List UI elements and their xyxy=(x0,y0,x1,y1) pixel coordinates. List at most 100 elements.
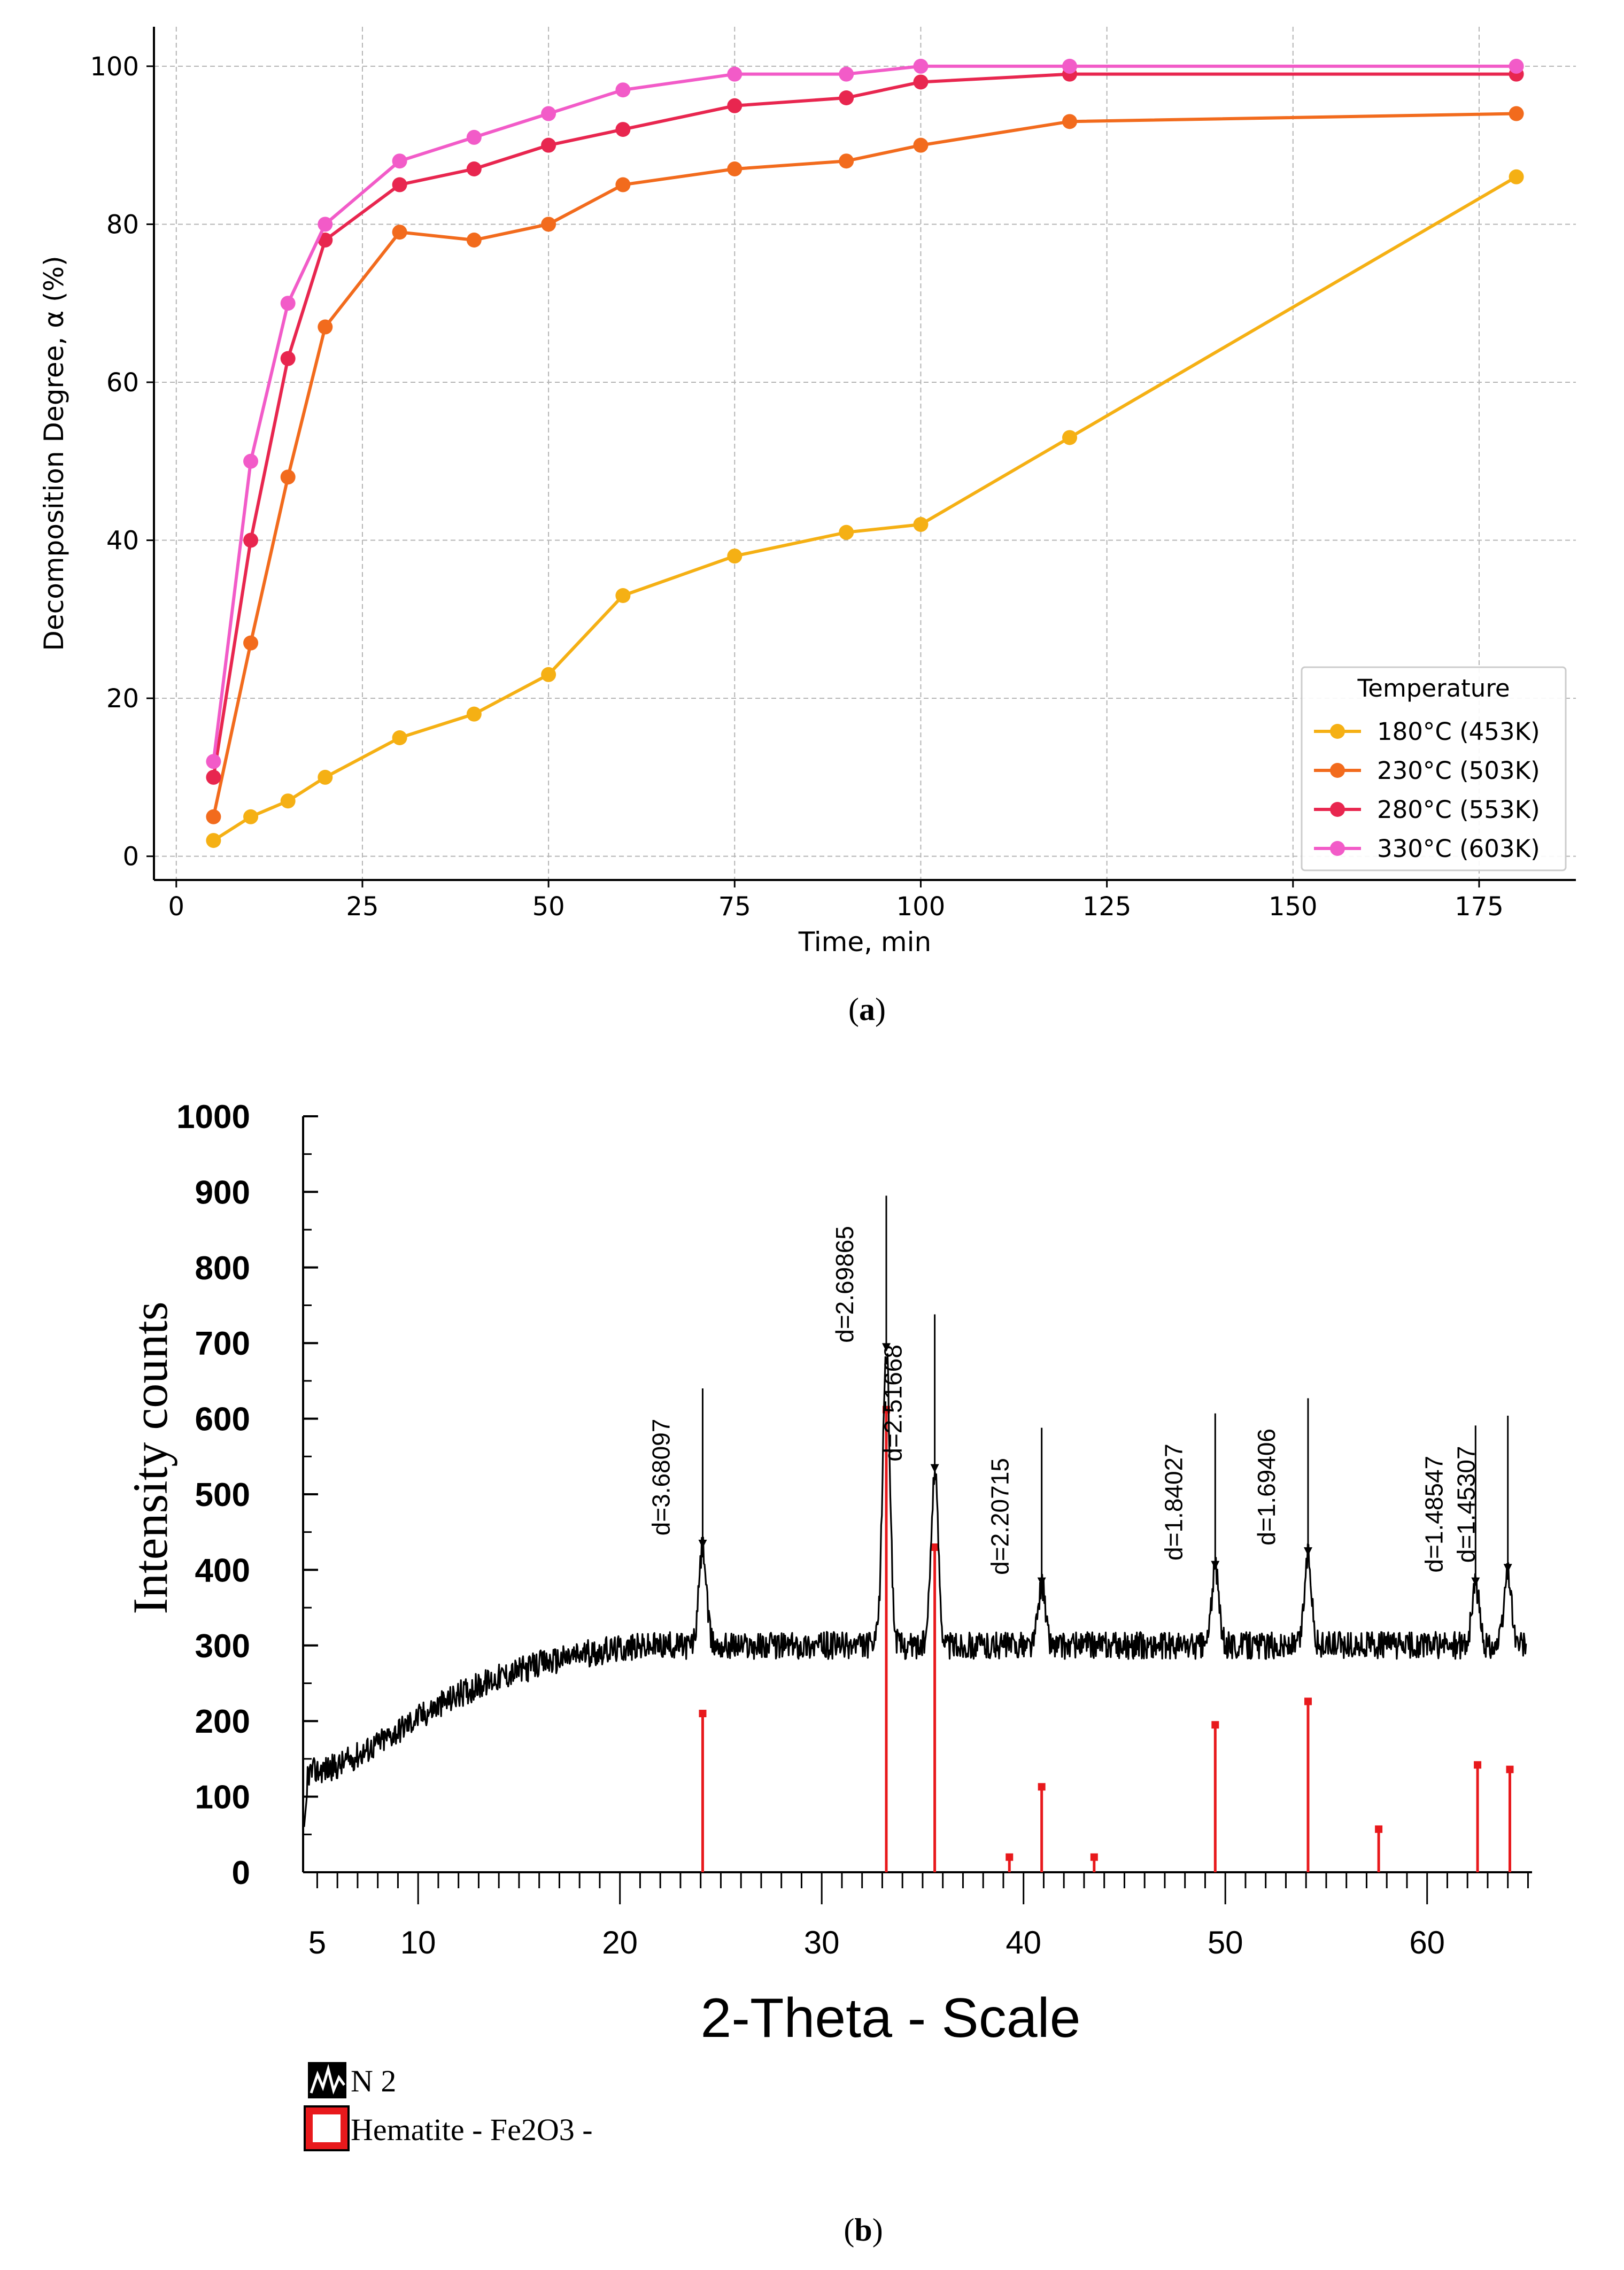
data-point xyxy=(913,58,929,74)
data-point xyxy=(280,351,296,366)
data-point xyxy=(392,177,407,192)
data-point xyxy=(206,833,221,848)
reference-marker xyxy=(1006,1853,1014,1861)
data-point xyxy=(466,233,482,248)
series-2 xyxy=(206,66,1524,785)
a-ytick-label: 60 xyxy=(106,368,139,398)
reference-marker xyxy=(1038,1783,1046,1791)
legend-entry-pattern: N 2 xyxy=(308,2062,396,2098)
a-ytick-label: 80 xyxy=(106,210,139,240)
legend-label: 330°C (603K) xyxy=(1377,835,1540,863)
peak-label: d=1.45307 xyxy=(1452,1446,1480,1563)
b-xtick-label: 20 xyxy=(602,1925,638,1960)
peak-annotation: d=1.45307 xyxy=(1452,1415,1512,1573)
b-xtick-label: 10 xyxy=(400,1925,436,1960)
reference-marker xyxy=(1211,1721,1219,1729)
reference-marker xyxy=(1304,1697,1312,1705)
chart-b-peak-annotations: d=3.68097 d=2.69865 d=2.51668 d=2.20715 d=1.… xyxy=(647,1195,1512,1586)
reference-marker xyxy=(699,1710,707,1718)
data-point xyxy=(318,769,333,785)
data-point xyxy=(1062,58,1077,74)
data-point xyxy=(280,296,296,311)
reference-swatch-icon xyxy=(305,2107,348,2150)
data-point xyxy=(541,667,556,682)
data-point xyxy=(615,82,631,98)
b-xtick-label: 50 xyxy=(1208,1925,1243,1960)
data-point xyxy=(615,588,631,603)
data-point xyxy=(466,706,482,722)
chart-a-series xyxy=(206,58,1524,848)
reference-marker xyxy=(931,1543,939,1551)
a-ytick-label: 40 xyxy=(106,526,139,556)
legend-label: 230°C (503K) xyxy=(1377,756,1540,785)
reference-marker xyxy=(1090,1853,1098,1861)
reference-marker xyxy=(1375,1825,1383,1833)
data-point xyxy=(913,517,929,532)
peak-annotation: d=1.48547 xyxy=(1420,1425,1480,1586)
peak-marker xyxy=(1211,1561,1220,1570)
b-ytick-label: 500 xyxy=(195,1477,250,1514)
legend-entry-reference: Hematite - Fe2O3 - xyxy=(304,2105,593,2151)
a-xtick-label: 50 xyxy=(532,892,565,922)
chart-b-pattern-trace xyxy=(303,1353,1527,1827)
panel-b-label: (b) xyxy=(844,2212,883,2248)
b-xtick-label: 5 xyxy=(308,1925,326,1960)
chart-b-ylabel: Intensity counts xyxy=(123,1301,177,1614)
reference-marker xyxy=(1506,1765,1514,1773)
data-point xyxy=(318,233,333,248)
peak-annotation: d=1.84027 xyxy=(1159,1413,1220,1570)
data-point xyxy=(1509,169,1524,184)
legend-box xyxy=(1301,666,1567,871)
peak-marker xyxy=(698,1539,707,1548)
data-point xyxy=(541,106,556,121)
panel-a-label: (a) xyxy=(848,992,886,1027)
data-point xyxy=(243,532,259,548)
b-ytick-label: 0 xyxy=(232,1855,250,1891)
data-point xyxy=(243,809,259,824)
legend-pattern-label: N 2 xyxy=(351,2064,396,2098)
data-point xyxy=(318,319,333,335)
b-ytick-label: 100 xyxy=(195,1779,250,1816)
data-point xyxy=(1509,106,1524,121)
a-ytick-label: 0 xyxy=(122,842,139,872)
peak-label: d=1.48547 xyxy=(1420,1456,1448,1573)
a-xtick-label: 100 xyxy=(896,892,946,922)
peak-label: d=3.68097 xyxy=(647,1419,675,1536)
data-point xyxy=(541,137,556,153)
peak-marker xyxy=(881,1343,891,1352)
data-point xyxy=(913,74,929,90)
data-point xyxy=(466,161,482,176)
legend-label: 180°C (453K) xyxy=(1377,717,1540,746)
data-point xyxy=(839,90,854,105)
legend-marker-icon xyxy=(1330,841,1345,856)
peak-annotation: d=2.69865 xyxy=(831,1195,891,1352)
b-ytick-label: 400 xyxy=(195,1552,250,1589)
data-point xyxy=(727,161,743,176)
b-ytick-label: 300 xyxy=(195,1628,250,1665)
data-point xyxy=(727,549,743,564)
panel-b-letter: b xyxy=(854,2212,872,2248)
data-point xyxy=(839,524,854,540)
a-xtick-label: 0 xyxy=(168,892,185,922)
series-1 xyxy=(206,106,1524,824)
legend-item: 230°C (503K) xyxy=(1314,756,1540,785)
legend-marker-icon xyxy=(1330,724,1345,739)
chart-a: 0 25 50 75 100 125 150 175 0 20 40 60 80 100 Time, mi… xyxy=(38,27,1576,1027)
data-point xyxy=(392,225,407,240)
b-ytick-label: 800 xyxy=(195,1250,250,1287)
data-point xyxy=(1062,430,1077,445)
data-point xyxy=(839,153,854,169)
legend-marker-icon xyxy=(1330,763,1345,778)
peak-marker xyxy=(1471,1577,1480,1586)
b-xtick-label: 30 xyxy=(804,1925,840,1960)
a-xtick-label: 125 xyxy=(1082,892,1132,922)
b-ytick-label: 700 xyxy=(195,1325,250,1362)
series-0 xyxy=(206,169,1524,848)
panel-a-letter: a xyxy=(859,992,875,1027)
chart-b-legend: N 2 Hematite - Fe2O3 - xyxy=(304,2062,593,2151)
chart-a-grid xyxy=(154,27,1576,880)
a-ytick-label: 100 xyxy=(90,52,139,82)
peak-marker xyxy=(1303,1547,1312,1556)
